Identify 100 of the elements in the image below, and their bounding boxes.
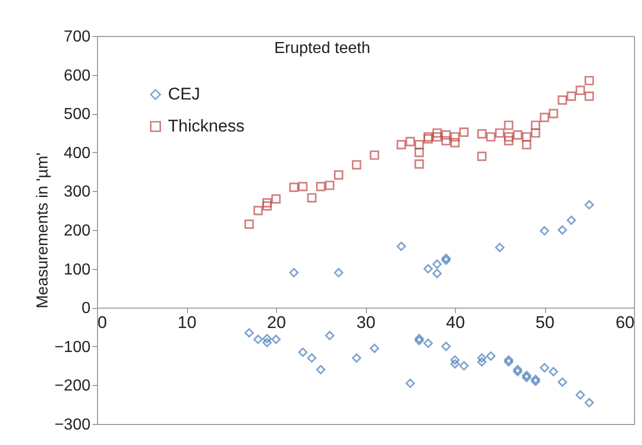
point: [432, 128, 442, 138]
point: [423, 264, 433, 274]
point: [325, 330, 334, 340]
point: [316, 182, 326, 192]
y-tick-label: 500: [64, 106, 91, 124]
point: [441, 256, 451, 265]
point: [558, 225, 568, 235]
point: [540, 226, 550, 236]
point: [504, 132, 514, 142]
point: [432, 259, 442, 269]
point: [584, 76, 594, 86]
point: [370, 344, 380, 354]
point: [414, 334, 424, 344]
point: [522, 132, 532, 142]
point: [495, 128, 504, 138]
point: [486, 351, 496, 361]
point: [576, 390, 585, 400]
point: [262, 334, 272, 344]
point: [271, 334, 281, 344]
point: [530, 120, 540, 130]
point: [540, 363, 550, 372]
point: [548, 366, 558, 376]
point: [584, 200, 594, 210]
point: [540, 112, 550, 122]
point: [450, 359, 460, 369]
point: [432, 132, 442, 142]
point: [504, 357, 514, 367]
point: [558, 95, 568, 105]
y-tick-label: 0: [82, 300, 91, 318]
point: [352, 160, 362, 170]
point: [432, 268, 442, 278]
point: [504, 136, 514, 146]
point: [316, 365, 326, 374]
chart-title: Erupted teeth: [274, 40, 370, 57]
y-tick-label: 700: [64, 28, 91, 46]
point: [370, 150, 380, 160]
x-tick-label: 30: [356, 313, 376, 332]
point: [325, 180, 334, 190]
point: [450, 355, 460, 365]
point: [558, 377, 568, 387]
x-tick-label: 60: [616, 313, 634, 332]
point: [459, 361, 469, 370]
point: [566, 91, 576, 101]
point: [477, 357, 487, 367]
point: [244, 328, 254, 338]
y-tick-label: 100: [64, 261, 91, 278]
point: [459, 128, 469, 137]
y-tick-label: 400: [64, 144, 91, 162]
x-tick-label: 20: [267, 313, 286, 332]
point: [289, 182, 299, 192]
point: [253, 206, 263, 216]
x-tick-label: 10: [178, 313, 196, 332]
y-tick-label: 200: [64, 222, 91, 240]
point: [298, 348, 308, 357]
y-tick-label: −100: [54, 338, 91, 356]
point: [495, 242, 504, 252]
point: [450, 138, 460, 148]
point: [522, 140, 532, 150]
point: [441, 130, 451, 140]
y-axis-title: Measurements in 'µm': [34, 152, 52, 308]
point: [262, 201, 272, 211]
point: [450, 132, 460, 142]
point: [414, 336, 424, 346]
point: [396, 140, 406, 150]
point: [406, 378, 415, 388]
point: [512, 366, 522, 376]
point: [352, 353, 362, 363]
point: [244, 220, 254, 229]
point: [548, 108, 558, 118]
point: [441, 136, 451, 146]
point: [584, 91, 594, 101]
point: [477, 129, 487, 138]
x-tick-label: 0: [98, 313, 107, 332]
legend-label: CEJ: [168, 84, 200, 104]
point: [504, 120, 514, 130]
x-tick-label: 40: [446, 313, 465, 332]
point: [477, 353, 487, 363]
point: [414, 159, 424, 169]
legend-label: Thickness: [168, 116, 245, 136]
point: [307, 353, 316, 363]
point: [423, 338, 433, 348]
point: [477, 152, 487, 161]
point: [441, 254, 451, 263]
point: [396, 242, 406, 251]
point: [512, 365, 522, 374]
y-tick-label: −300: [54, 416, 91, 434]
y-tick-label: 600: [64, 67, 91, 84]
point: [262, 338, 272, 348]
point: [530, 128, 540, 138]
point: [406, 136, 415, 146]
point: [271, 194, 281, 204]
point: [414, 140, 424, 150]
point: [262, 198, 272, 208]
point: [512, 130, 522, 140]
point: [441, 342, 451, 352]
y-tick-label: −200: [54, 378, 91, 395]
point: [289, 268, 299, 278]
x-tick-label: 50: [536, 313, 554, 332]
point: [253, 334, 263, 344]
point: [504, 355, 514, 365]
